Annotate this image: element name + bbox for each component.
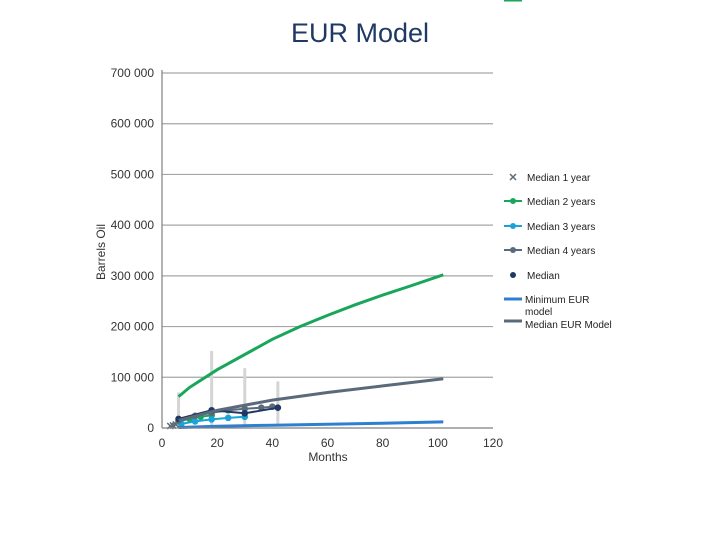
legend-label: Median 3 years xyxy=(527,222,595,233)
legend-label: Maximum EUR xyxy=(525,0,592,3)
legend-label: Median 1 year xyxy=(527,173,591,184)
range-bar xyxy=(177,392,181,426)
legend-item: Median 4 years xyxy=(504,246,595,257)
data-point xyxy=(224,414,232,422)
legend-label: model xyxy=(525,307,552,318)
x-tick-label: 100 xyxy=(428,436,448,450)
legend-label: Minimum EUR xyxy=(525,295,589,306)
range-bar xyxy=(210,350,214,426)
legend-swatch xyxy=(510,223,516,229)
y-tick-label: 400 000 xyxy=(111,218,155,232)
series-group xyxy=(166,273,444,430)
y-tick-label: 500 000 xyxy=(111,167,155,181)
data-point xyxy=(191,418,199,425)
data-point xyxy=(274,404,282,412)
series-line xyxy=(177,273,444,398)
legend: Median 1 year Median 2 years Median 3 year… xyxy=(504,0,612,331)
y-axis-title: Barrels Oil xyxy=(94,224,108,280)
grid-lines xyxy=(162,72,493,378)
legend-item: Median 2 years xyxy=(504,197,595,208)
legend-label: Median xyxy=(527,271,560,282)
chart-title: EUR Model xyxy=(290,18,430,48)
legend-item: Median 1 year xyxy=(509,173,591,184)
x-tick-label: 20 xyxy=(210,436,224,450)
y-tick-label: 100 000 xyxy=(111,370,155,384)
axes: 0 100 000 200 000 300 000 400 000 500 000 600 … xyxy=(111,66,504,450)
legend-swatch xyxy=(509,173,517,181)
x-tick-label: 80 xyxy=(376,436,390,450)
legend-label: Median 4 years xyxy=(527,246,595,257)
legend-item: Median 3 years xyxy=(504,222,595,233)
legend-label: Median EUR Model xyxy=(525,320,612,331)
x-tick-label: 40 xyxy=(266,436,280,450)
y-tick-label: 200 000 xyxy=(111,320,155,334)
series-line xyxy=(178,377,444,422)
data-point xyxy=(241,405,249,413)
x-tick-label: 120 xyxy=(483,436,503,450)
legend-swatch xyxy=(510,247,516,253)
y-tick-label: 600 000 xyxy=(111,117,155,131)
legend-label: Model xyxy=(525,0,552,3)
legend-swatch xyxy=(510,272,516,278)
x-tick-label: 0 xyxy=(159,436,166,450)
y-tick-label: 300 000 xyxy=(111,269,155,283)
legend-swatch xyxy=(510,198,516,204)
data-point xyxy=(241,409,249,417)
y-tick-label: 700 000 xyxy=(111,66,155,80)
y-tick-label: 0 xyxy=(147,421,154,435)
legend-item: Median EUR Model xyxy=(504,319,612,331)
x-axis-title: Months xyxy=(308,450,347,464)
legend-item: Median xyxy=(510,271,560,282)
range-bar xyxy=(276,381,280,426)
x-tick-label: 60 xyxy=(321,436,335,450)
range-bars xyxy=(177,350,280,426)
data-point xyxy=(208,416,215,423)
legend-label: Median 2 years xyxy=(527,197,595,208)
series-line xyxy=(178,420,444,429)
range-bar xyxy=(243,368,247,426)
